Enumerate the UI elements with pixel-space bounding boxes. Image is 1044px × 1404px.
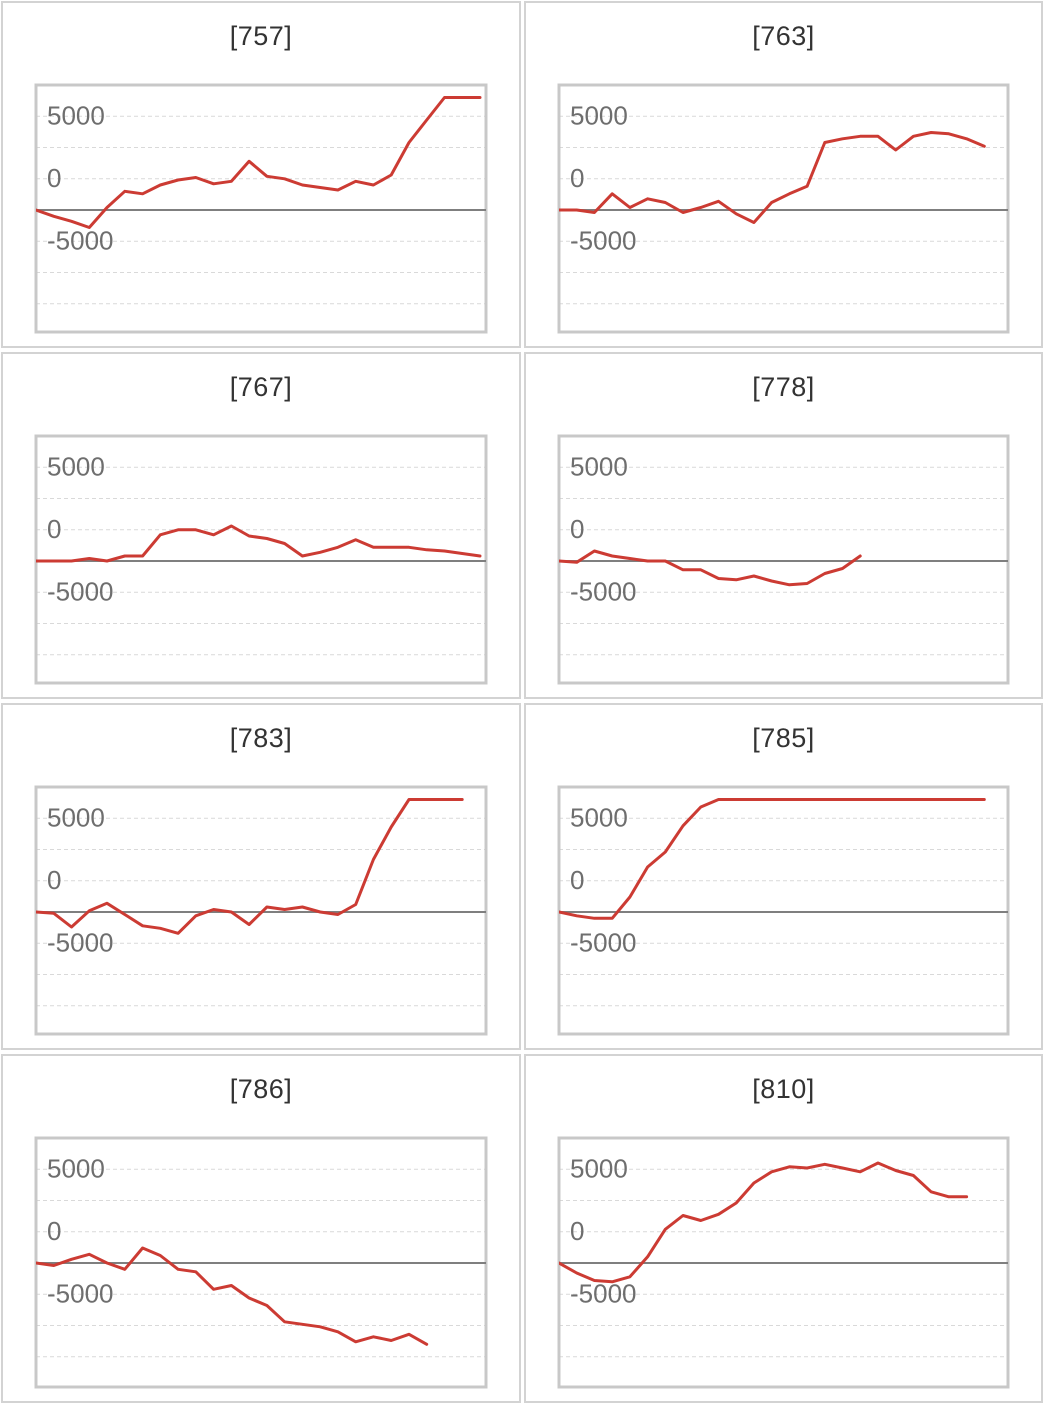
y-tick-label: 5000	[47, 1154, 105, 1184]
y-tick-label: -5000	[47, 226, 114, 256]
line-chart-785: 5000 0 -5000	[557, 785, 1010, 1036]
chart-panel-763: [763] 5000 0 -5000	[524, 1, 1043, 348]
y-tick-label: -5000	[47, 928, 114, 958]
chart-title: [757]	[229, 21, 293, 51]
series-line	[559, 1161, 969, 1284]
line-chart-786: 5000 0 -5000	[34, 1136, 488, 1389]
chart-panel-757: [757] 5000 0 -5000	[1, 1, 521, 348]
line-chart-810: 5000 0 -5000	[557, 1136, 1010, 1389]
y-tick-label: 5000	[570, 452, 628, 482]
plot-frame	[34, 83, 488, 334]
line-chart-757: 5000 0 -5000	[34, 83, 488, 334]
chart-panel-778: [778] 5000 0 -5000	[524, 352, 1043, 699]
series-line	[36, 798, 464, 935]
chart-title: [778]	[752, 372, 815, 402]
y-tick-label: -5000	[570, 226, 637, 256]
line-chart-783: 5000 0 -5000	[34, 785, 488, 1036]
series-line	[36, 524, 482, 563]
y-tick-label: 5000	[570, 101, 628, 131]
plot-frame	[34, 785, 488, 1036]
y-tick-label: 0	[570, 865, 584, 895]
plot-frame	[557, 434, 1010, 685]
chart-panel-767: [767] 5000 0 -5000	[1, 352, 521, 699]
chart-panel-810: [810] 5000 0 -5000	[524, 1054, 1043, 1403]
y-tick-label: -5000	[570, 928, 637, 958]
chart-title: [767]	[229, 372, 293, 402]
series-line	[36, 1246, 429, 1346]
chart-panel-786: [786] 5000 0 -5000	[1, 1054, 521, 1403]
chart-title: [786]	[229, 1074, 293, 1104]
series-line	[559, 131, 986, 224]
chart-title: [785]	[752, 723, 815, 753]
y-tick-label: -5000	[570, 1279, 637, 1309]
y-tick-label: -5000	[570, 577, 637, 607]
series-line	[559, 798, 986, 920]
y-tick-label: -5000	[47, 1279, 114, 1309]
y-tick-label: 0	[47, 514, 61, 544]
y-tick-label: 5000	[570, 1154, 628, 1184]
chart-title: [810]	[752, 1074, 815, 1104]
series-line	[36, 96, 482, 229]
y-tick-label: 0	[47, 865, 61, 895]
y-tick-label: 5000	[570, 803, 628, 833]
y-tick-label: -5000	[47, 577, 114, 607]
chart-panel-783: [783] 5000 0 -5000	[1, 703, 521, 1050]
chart-title: [763]	[752, 21, 815, 51]
line-chart-767: 5000 0 -5000	[34, 434, 488, 685]
y-tick-label: 0	[47, 163, 61, 193]
y-tick-label: 0	[570, 514, 584, 544]
y-tick-label: 5000	[47, 803, 105, 833]
chart-panel-785: [785] 5000 0 -5000	[524, 703, 1043, 1050]
y-tick-label: 0	[570, 163, 584, 193]
chart-title: [783]	[229, 723, 293, 753]
line-chart-763: 5000 0 -5000	[557, 83, 1010, 334]
y-tick-label: 5000	[47, 452, 105, 482]
y-tick-label: 5000	[47, 101, 105, 131]
line-chart-778: 5000 0 -5000	[557, 434, 1010, 685]
y-tick-label: 0	[47, 1216, 61, 1246]
y-tick-label: 0	[570, 1216, 584, 1246]
plot-frame	[557, 785, 1010, 1036]
series-line	[559, 549, 862, 587]
